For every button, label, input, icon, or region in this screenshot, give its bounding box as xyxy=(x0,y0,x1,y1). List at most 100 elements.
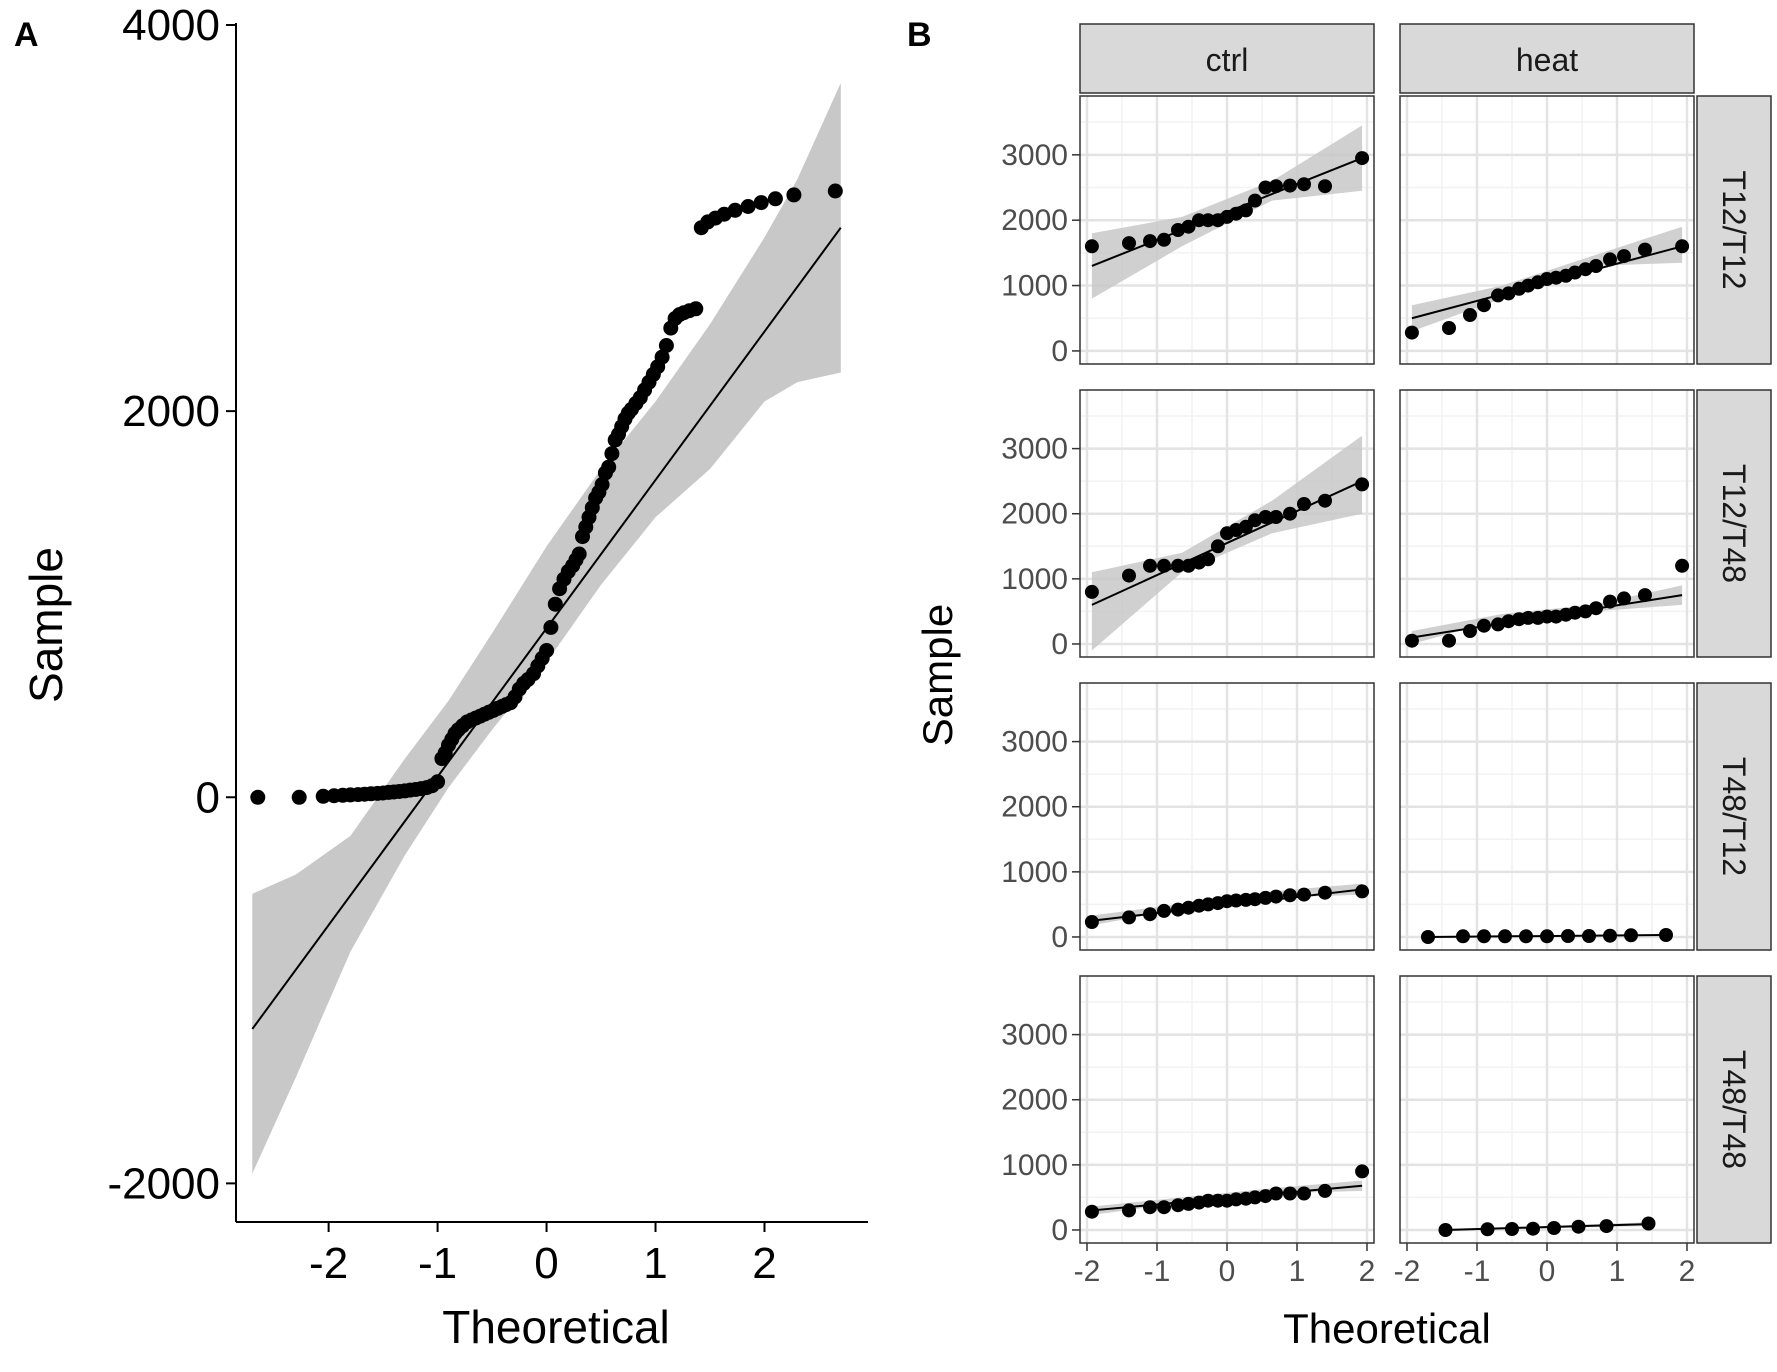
data-point xyxy=(654,349,670,365)
data-point xyxy=(1638,588,1652,603)
data-point xyxy=(1498,929,1512,944)
data-point xyxy=(1248,193,1262,208)
data-point xyxy=(1638,242,1652,257)
panel-border xyxy=(1079,682,1375,951)
y-axis-title: Sample xyxy=(914,604,961,746)
x-tick-label: 0 xyxy=(534,1239,558,1288)
y-tick-label: 2000 xyxy=(1001,1084,1068,1117)
facet-strip-row xyxy=(1696,389,1772,658)
panel-a-qq-plot: -2000 0 2000 4000 -2 -1 0 1 2 Theoretical Sample xyxy=(20,1,868,1353)
data-point xyxy=(1491,617,1505,632)
data-point xyxy=(1624,928,1638,943)
data-point xyxy=(1171,1198,1185,1213)
facet-strip-row xyxy=(1696,95,1772,365)
data-point xyxy=(1143,558,1157,573)
y-tick-label: 2000 xyxy=(1001,791,1068,824)
data-point xyxy=(1297,1186,1311,1201)
data-point xyxy=(601,459,617,475)
data-point xyxy=(1258,180,1273,195)
data-point xyxy=(1181,219,1196,234)
data-point xyxy=(1143,907,1157,922)
x-tick-label: 1 xyxy=(1609,1255,1626,1288)
data-point xyxy=(1404,633,1419,648)
facet-strip-heat xyxy=(1399,23,1695,94)
data-point xyxy=(1201,1193,1216,1208)
panel-label-a: A xyxy=(14,16,39,54)
data-point xyxy=(688,301,704,317)
facet-strip-row xyxy=(1696,682,1772,951)
x-tick-label: -2 xyxy=(1394,1255,1421,1288)
data-point xyxy=(1355,1164,1370,1179)
data-point xyxy=(740,199,756,214)
y-tick-label: 3000 xyxy=(1001,139,1068,172)
data-point xyxy=(1589,601,1603,616)
data-point xyxy=(1248,1190,1262,1205)
y-tick-label: 3000 xyxy=(1001,1019,1068,1052)
data-point xyxy=(1084,239,1099,254)
data-point xyxy=(1210,539,1225,554)
data-point xyxy=(1122,236,1136,251)
data-point xyxy=(1122,568,1136,583)
data-point xyxy=(1603,928,1617,943)
y-tick-label: 2000 xyxy=(1001,204,1068,237)
data-point xyxy=(1578,604,1593,619)
data-point xyxy=(727,202,743,218)
data-point xyxy=(604,446,620,462)
data-point xyxy=(1181,900,1196,915)
data-point xyxy=(1258,1189,1273,1204)
data-point xyxy=(786,187,802,203)
data-point xyxy=(291,789,307,805)
facet-strip-label: T12/T48 xyxy=(1716,464,1752,583)
panel-border xyxy=(1079,389,1375,658)
data-point xyxy=(1568,605,1582,620)
data-point xyxy=(1283,506,1297,521)
data-point xyxy=(1540,929,1554,944)
x-axis-title: Theoretical xyxy=(1283,1305,1491,1352)
y-tick-label: 2000 xyxy=(122,387,220,436)
data-point xyxy=(767,191,783,207)
x-tick-label: 1 xyxy=(1289,1255,1306,1288)
x-tick-label: 1 xyxy=(643,1239,667,1288)
panel-border xyxy=(1399,389,1695,658)
y-tick-label: 1000 xyxy=(1001,856,1068,889)
data-point xyxy=(1143,1200,1157,1215)
data-point xyxy=(1318,885,1332,900)
data-point xyxy=(1438,1223,1453,1237)
data-point xyxy=(1201,213,1216,228)
data-point xyxy=(1480,1222,1495,1237)
panel-label-b: B xyxy=(907,16,932,54)
data-point xyxy=(1201,552,1216,567)
facet-strip-label: ctrl xyxy=(1206,42,1249,78)
data-point xyxy=(1456,929,1470,944)
data-point xyxy=(1442,321,1456,335)
data-point xyxy=(1463,624,1477,638)
data-point xyxy=(1477,618,1491,633)
facet-strip-row xyxy=(1696,975,1772,1244)
data-point xyxy=(1269,510,1283,524)
data-point xyxy=(1157,903,1171,918)
y-tick-label: -2000 xyxy=(107,1159,220,1208)
data-point xyxy=(1283,178,1297,193)
y-tick-label: 1000 xyxy=(1001,1149,1068,1182)
x-tick-label: 2 xyxy=(752,1239,776,1288)
data-point xyxy=(827,183,843,199)
data-point xyxy=(1675,239,1690,254)
data-point xyxy=(1248,513,1262,528)
data-point xyxy=(1501,286,1516,301)
data-point xyxy=(1659,928,1673,942)
panel-border xyxy=(1079,95,1375,365)
y-tick-label: 0 xyxy=(1051,628,1068,661)
data-point xyxy=(1519,929,1533,944)
data-point xyxy=(1157,558,1171,573)
data-point xyxy=(1571,1219,1586,1234)
data-point xyxy=(1404,325,1419,340)
facet-panel-heat-T12-T12 xyxy=(1399,95,1695,365)
data-point xyxy=(1355,884,1370,899)
fit-line xyxy=(1091,480,1363,606)
y-tick-label: 0 xyxy=(1051,921,1068,954)
x-tick-label: 2 xyxy=(1679,1255,1696,1288)
data-point xyxy=(1238,203,1253,218)
y-axis-title: Sample xyxy=(20,547,72,703)
data-point xyxy=(1582,929,1596,943)
